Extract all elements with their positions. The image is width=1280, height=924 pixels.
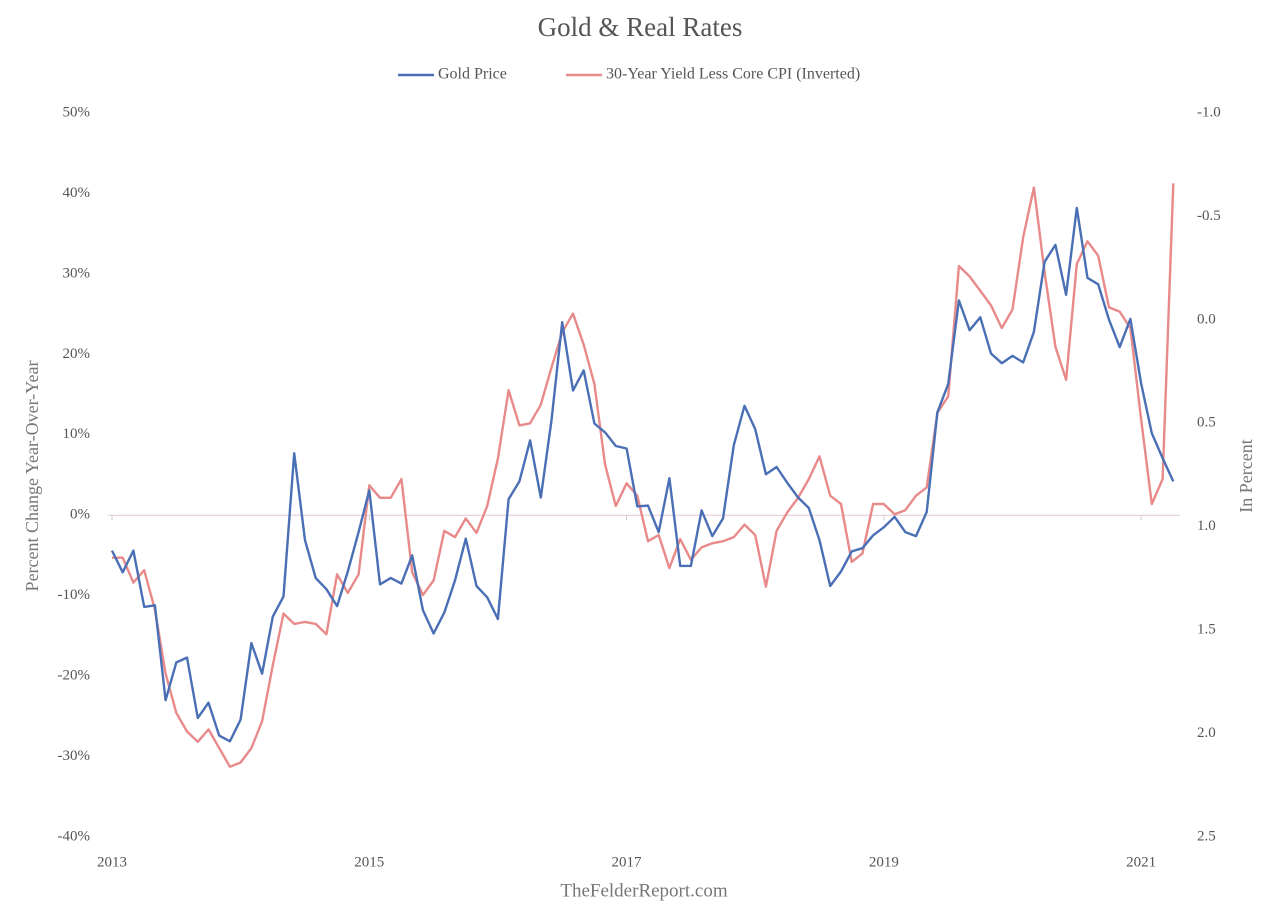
x-tick-label: 2021: [1126, 854, 1156, 870]
legend-label: 30-Year Yield Less Core CPI (Inverted): [606, 66, 860, 83]
x-tick-label: 2015: [354, 854, 384, 870]
y2-tick-label: 2.0: [1197, 725, 1216, 741]
line-series: [110, 206, 1175, 743]
y2-tick-label: 0.5: [1197, 415, 1216, 431]
y2-tick-label: 2.5: [1197, 828, 1216, 844]
x-tick-label: 2013: [97, 854, 127, 870]
line-series: [112, 183, 1175, 768]
y2-tick-label: -0.5: [1197, 208, 1221, 224]
source: TheFelderReport.com: [560, 880, 727, 901]
y-tick-label: -40%: [58, 828, 91, 844]
legend-label: Gold Price: [438, 66, 507, 83]
y-tick-label: -20%: [58, 668, 91, 684]
y-tick-label: 20%: [63, 346, 91, 362]
y-tick-label: 0%: [70, 507, 90, 523]
y-tick-label: 50%: [63, 104, 91, 120]
y-tick-label: 40%: [63, 185, 91, 201]
x-tick-label: 2019: [869, 854, 899, 870]
y2-tick-label: 1.0: [1197, 518, 1216, 534]
y-axis-title: Percent Change Year-Over-Year: [22, 361, 42, 592]
y2-tick-label: 1.5: [1197, 622, 1216, 638]
y2-tick-label: 0.0: [1197, 311, 1216, 327]
y2-tick-label: -1.0: [1197, 104, 1221, 120]
y2-axis-title: In Percent: [1236, 439, 1256, 512]
chart-title: Gold & Real Rates: [538, 12, 743, 42]
y-tick-label: 10%: [63, 426, 91, 442]
y-tick-label: 30%: [63, 265, 91, 281]
y-tick-label: -30%: [58, 748, 91, 764]
x-tick-label: 2017: [612, 854, 643, 870]
y-tick-label: -10%: [58, 587, 91, 603]
